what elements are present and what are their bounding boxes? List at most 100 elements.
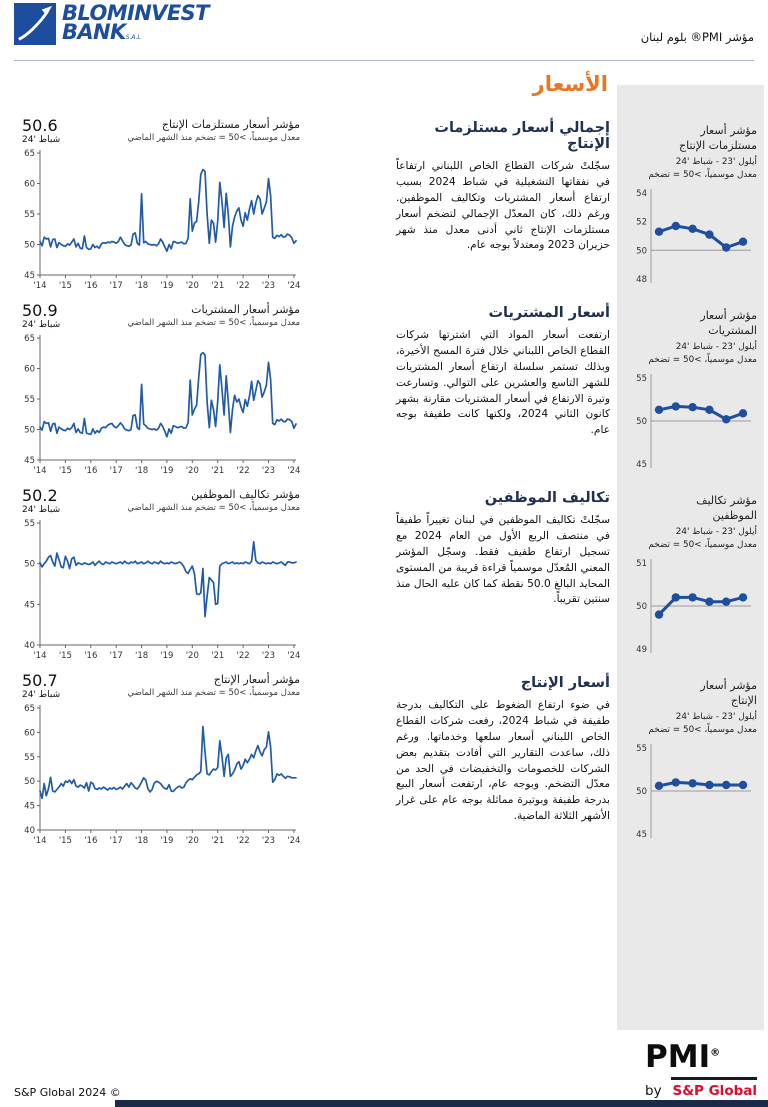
svg-text:'21: '21 xyxy=(211,651,224,661)
current-value: 50.6 xyxy=(22,116,58,135)
section-purchase-prices: 50.9 شباط '24 مؤشر أسعار المشتريات معدل … xyxy=(0,295,768,480)
panel-note: معدل موسمياً، >50 = تضخم xyxy=(648,725,757,736)
svg-text:'20: '20 xyxy=(186,281,199,291)
svg-text:'18: '18 xyxy=(135,651,148,661)
svg-text:'19: '19 xyxy=(160,836,173,846)
svg-text:55: 55 xyxy=(24,210,35,220)
chart-title: مؤشر أسعار المشتريات xyxy=(191,303,300,316)
pmi-logo-rule xyxy=(671,1077,757,1080)
page-title: الأسعار xyxy=(532,72,608,96)
section-body: سجّلتْ شركات القطاع الخاص اللبناني ارتفا… xyxy=(396,160,610,252)
svg-text:'22: '22 xyxy=(237,651,250,661)
svg-text:'15: '15 xyxy=(59,281,72,291)
panel-range: أيلول '23 - شباط '24 xyxy=(675,342,757,353)
output-prices-current: 50.7 شباط '24 xyxy=(14,672,60,700)
current-value-label: شباط '24 xyxy=(22,134,61,145)
brand-line1: BLOMINVEST xyxy=(62,1,209,25)
panel-title: مؤشر أسعار المشتريات xyxy=(700,309,757,337)
purchase-prices-line-chart: 45 50 55 60 65 '14 '15 '16 '17 '18 '19 '20 '21 '22 '23… xyxy=(24,334,300,476)
panel-title: مؤشر تكاليف الموظفين xyxy=(696,494,757,522)
purchase-prices-text: أسعار المشتريات ارتفعت أسعار المواد التي… xyxy=(396,305,610,439)
output-prices-chart-block: 50.7 شباط '24 مؤشر أسعار الإنتاج معدل مو… xyxy=(14,672,300,852)
current-value: 50.9 xyxy=(22,301,58,320)
svg-text:'16: '16 xyxy=(84,651,97,661)
section-heading: تكاليف الموظفين xyxy=(484,490,610,506)
svg-text:49: 49 xyxy=(636,645,647,655)
svg-text:'17: '17 xyxy=(110,281,123,291)
svg-text:40: 40 xyxy=(24,826,35,836)
svg-text:50: 50 xyxy=(24,240,35,250)
svg-text:'24: '24 xyxy=(287,836,300,846)
svg-text:'14: '14 xyxy=(33,281,46,291)
svg-text:'22: '22 xyxy=(237,836,250,846)
brand-suffix: S.A.L xyxy=(125,34,141,42)
chart-subtitle: معدل موسمياً، >50 = تضخم منذ الشهر الماض… xyxy=(127,318,300,328)
svg-text:'20: '20 xyxy=(186,466,199,476)
svg-text:'19: '19 xyxy=(160,651,173,661)
svg-text:50: 50 xyxy=(24,777,35,787)
svg-text:50: 50 xyxy=(24,559,35,569)
panel-title: مؤشر أسعار الإنتاج xyxy=(700,679,757,707)
output-prices-summary: مؤشر أسعار الإنتاج أيلول '23 - شباط '24 … xyxy=(627,679,757,844)
panel-range: أيلول '23 - شباط '24 xyxy=(675,527,757,538)
svg-text:45: 45 xyxy=(24,456,35,466)
svg-text:'21: '21 xyxy=(211,281,224,291)
svg-text:55: 55 xyxy=(24,753,35,763)
svg-text:48: 48 xyxy=(636,275,647,285)
header-divider xyxy=(14,60,754,61)
section-body: ارتفعت أسعار المواد التي اشترتها شركات ا… xyxy=(396,329,610,437)
svg-text:'17: '17 xyxy=(110,836,123,846)
pmi-logo: PMI® by S&P Global xyxy=(645,1042,757,1099)
svg-text:45: 45 xyxy=(24,600,35,610)
svg-text:60: 60 xyxy=(24,728,35,738)
svg-text:'16: '16 xyxy=(84,836,97,846)
svg-text:'23: '23 xyxy=(262,651,275,661)
panel-note: معدل موسمياً، >50 = تضخم xyxy=(648,355,757,366)
svg-text:50: 50 xyxy=(636,602,647,612)
svg-text:'18: '18 xyxy=(135,281,148,291)
blominvest-logo: BLOMINVEST BANKS.A.L xyxy=(14,1,209,45)
svg-text:'24: '24 xyxy=(287,281,300,291)
svg-text:50: 50 xyxy=(636,417,647,427)
svg-text:'15: '15 xyxy=(59,836,72,846)
input-prices-line-chart: 45 50 55 60 65 '14 '15 '16 '17 '18 '19 '20 '21 '22 '23… xyxy=(24,149,300,291)
svg-text:'24: '24 xyxy=(287,651,300,661)
svg-text:51: 51 xyxy=(636,559,647,569)
section-output-prices: 50.7 شباط '24 مؤشر أسعار الإنتاج معدل مو… xyxy=(0,665,768,850)
svg-text:65: 65 xyxy=(24,149,35,159)
svg-text:'20: '20 xyxy=(186,836,199,846)
svg-text:55: 55 xyxy=(636,374,647,384)
svg-text:'23: '23 xyxy=(262,281,275,291)
purchase-prices-chart-block: 50.9 شباط '24 مؤشر أسعار المشتريات معدل … xyxy=(14,301,300,482)
staff-costs-current: 50.2 شباط '24 xyxy=(14,487,60,515)
svg-text:'24: '24 xyxy=(287,466,300,476)
svg-text:60: 60 xyxy=(24,179,35,189)
section-input-prices: 50.6 شباط '24 مؤشر أسعار مستلزمات الإنتا… xyxy=(0,110,768,295)
svg-text:55: 55 xyxy=(24,395,35,405)
input-prices-chart-block: 50.6 شباط '24 مؤشر أسعار مستلزمات الإنتا… xyxy=(14,116,300,297)
chart-title: مؤشر أسعار الإنتاج xyxy=(213,673,300,686)
svg-text:52: 52 xyxy=(636,218,647,228)
blominvest-logo-icon xyxy=(14,3,56,45)
svg-text:'15: '15 xyxy=(59,466,72,476)
input-prices-text: إجمالي أسعار مستلزمات الإنتاج سجّلتْ شرك… xyxy=(396,120,610,254)
svg-text:'14: '14 xyxy=(33,466,46,476)
svg-text:60: 60 xyxy=(24,364,35,374)
sp-global-wordmark: S&P Global xyxy=(672,1082,757,1099)
svg-text:50: 50 xyxy=(636,787,647,797)
output-prices-line-chart: 40 45 50 55 60 65 '14 '15 '16 '17 '18 '19 '20 '21 '22 '… xyxy=(24,704,300,846)
svg-text:50: 50 xyxy=(24,425,35,435)
section-heading: أسعار الإنتاج xyxy=(520,675,610,691)
svg-text:'15: '15 xyxy=(59,651,72,661)
section-body: سجّلتْ تكاليف الموظفين في لبنان تغييراً … xyxy=(396,514,610,606)
chart-title: مؤشر تكاليف الموظفين xyxy=(191,488,300,501)
svg-text:'17: '17 xyxy=(110,466,123,476)
svg-text:65: 65 xyxy=(24,704,35,714)
staff-costs-text: تكاليف الموظفين سجّلتْ تكاليف الموظفين ف… xyxy=(396,490,610,608)
svg-text:65: 65 xyxy=(24,334,35,344)
svg-text:45: 45 xyxy=(636,460,647,470)
footer-accent-bar xyxy=(115,1100,768,1107)
panel-note: معدل موسمياً، >50 = تضخم xyxy=(648,540,757,551)
pmi-registered-mark: ® xyxy=(710,1047,721,1059)
svg-text:'16: '16 xyxy=(84,466,97,476)
